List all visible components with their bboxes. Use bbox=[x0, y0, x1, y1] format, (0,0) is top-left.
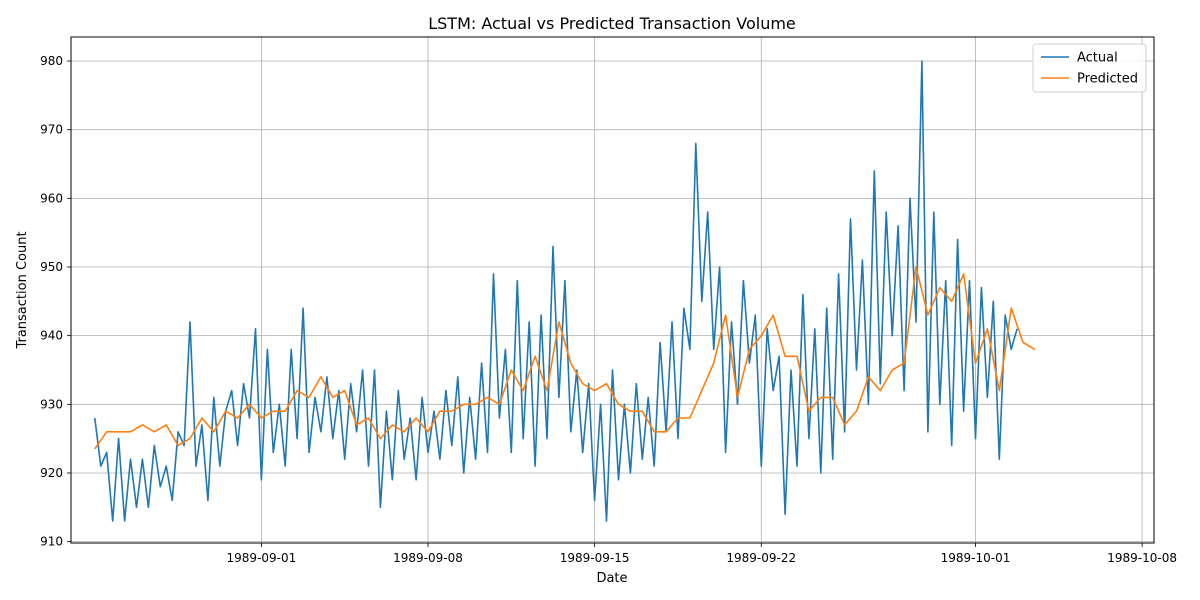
x-tick-label: 1989-09-15 bbox=[560, 551, 630, 565]
legend-label-predicted: Predicted bbox=[1077, 72, 1138, 87]
x-tick-label: 1989-09-08 bbox=[393, 551, 463, 565]
series-line-predicted bbox=[94, 266, 1036, 450]
y-tick-label: 910 bbox=[40, 535, 63, 549]
x-tick-label: 1989-09-01 bbox=[227, 551, 297, 565]
x-tick-label: 1989-09-22 bbox=[726, 551, 796, 565]
y-tick-label: 950 bbox=[40, 260, 63, 274]
x-tick-label: 1989-10-01 bbox=[941, 551, 1011, 565]
plot-frame bbox=[70, 36, 1155, 544]
y-tick-label: 940 bbox=[40, 329, 63, 343]
y-axis-ticks: 910 920 930 940 950 960 970 980 bbox=[40, 54, 71, 549]
series-line-actual bbox=[94, 60, 1018, 522]
chart-title: LSTM: Actual vs Predicted Transaction Vo… bbox=[428, 14, 796, 33]
y-tick-label: 970 bbox=[40, 123, 63, 137]
legend-label-actual: Actual bbox=[1077, 51, 1118, 66]
legend-box bbox=[1032, 43, 1147, 93]
grid-lines bbox=[71, 37, 1154, 543]
x-tick-label: 1989-10-08 bbox=[1107, 551, 1177, 565]
y-axis-label: Transaction Count bbox=[15, 231, 30, 349]
series-layer bbox=[94, 60, 1036, 522]
x-axis-ticks: 1989-09-01 1989-09-08 1989-09-15 1989-09-22… bbox=[227, 543, 1177, 565]
y-tick-label: 930 bbox=[40, 397, 63, 411]
y-tick-label: 980 bbox=[40, 54, 63, 68]
y-tick-label: 960 bbox=[40, 191, 63, 205]
x-axis-label: Date bbox=[596, 571, 627, 586]
legend: Actual Predicted bbox=[1032, 43, 1147, 93]
y-tick-label: 920 bbox=[40, 466, 63, 480]
